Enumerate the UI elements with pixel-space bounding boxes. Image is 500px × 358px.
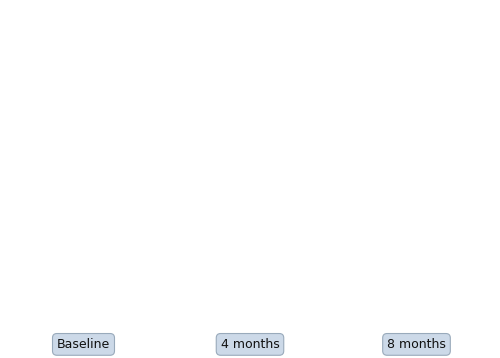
Text: 4 months: 4 months [220,338,280,351]
Text: Baseline: Baseline [57,338,110,351]
Text: 8 months: 8 months [387,338,446,351]
